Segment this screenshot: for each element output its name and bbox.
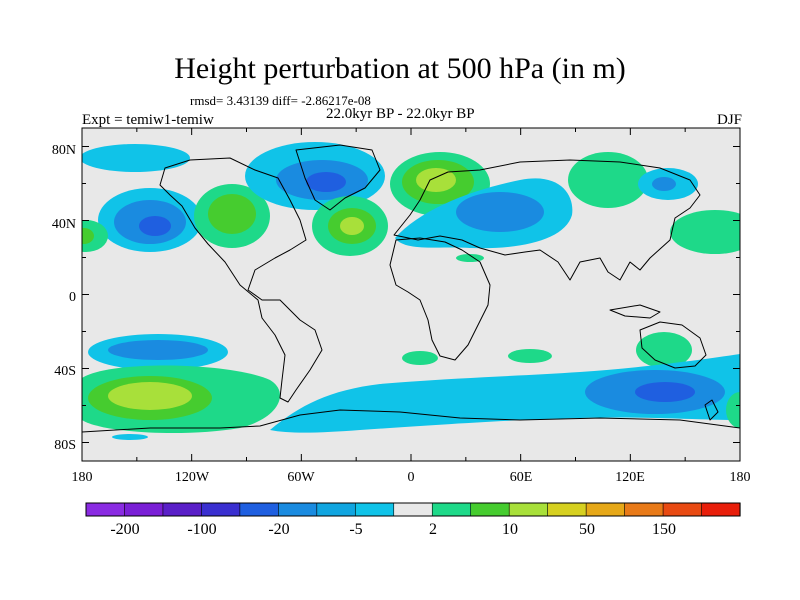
coastline-eurasia	[393, 159, 701, 281]
anomaly-patch-south-atlantic-small	[402, 351, 438, 365]
coastlines	[82, 144, 740, 433]
anomaly-patch-dateline-west-core	[82, 228, 94, 244]
anomaly-patch-east-edge	[726, 392, 740, 428]
axis-ticks	[81, 128, 741, 461]
colorbar-swatch	[431, 502, 472, 517]
anomaly-patch-south-pacific-core	[108, 340, 208, 360]
coastline-new-zealand	[704, 399, 719, 421]
colorbar-swatch	[201, 502, 241, 517]
lon-label-0: 0	[408, 470, 415, 485]
colorbar-label-neg100: -100	[187, 521, 216, 538]
colorbar-swatch	[393, 502, 433, 517]
lon-label-180e: 180	[730, 470, 751, 485]
colorbar-swatch	[701, 502, 741, 517]
coastline-americas	[159, 157, 323, 403]
colorbar-frame	[85, 502, 741, 517]
colorbar-swatch	[470, 502, 510, 517]
colorbar-swatch	[508, 502, 549, 517]
colorbar-swatch	[239, 502, 279, 517]
anomaly-patch-australia	[636, 332, 692, 368]
coastline-australia	[639, 321, 707, 369]
lat-label-80s: 80S	[54, 438, 76, 453]
colorbar-swatch	[316, 502, 356, 517]
colorbar-swatch	[624, 502, 664, 517]
anomaly-patch-ne-pacific-center	[139, 216, 171, 236]
coastline-indonesia	[609, 304, 661, 319]
lon-label-180w: 180	[72, 470, 93, 485]
season-label: DJF	[716, 112, 742, 128]
colorbar	[85, 502, 741, 517]
colorbar-swatch	[585, 502, 626, 517]
stats-line: rmsd= 3.43139 diff= -2.86217e-08	[190, 93, 371, 108]
experiment-label: Expt = temiw1-temiw	[82, 112, 214, 128]
coastline-antarctica	[82, 409, 740, 433]
colorbar-label-10: 10	[502, 521, 518, 538]
anomaly-patch-siberia	[568, 152, 648, 208]
anomaly-patch-dateline-east	[670, 210, 740, 254]
colorbar-label-neg200: -200	[110, 521, 139, 538]
page-title: Height perturbation at 500 hPa (in m)	[174, 52, 626, 85]
lat-label-40s: 40S	[54, 364, 76, 379]
anomaly-patch-southern-ocean-center	[635, 382, 695, 402]
anomaly-patch-dateline-west	[82, 220, 108, 252]
coastline-africa	[389, 237, 491, 361]
anomaly-patch-eurasia-core	[456, 192, 544, 232]
coastline-greenland	[295, 144, 381, 211]
anomaly-patch-north-america-core	[208, 194, 256, 234]
colorbar-swatch	[547, 502, 587, 517]
lat-label-equator: 0	[69, 290, 76, 305]
colorbar-label-neg20: -20	[268, 521, 289, 538]
lat-label-80n: 80N	[52, 143, 76, 158]
anomaly-patch-greenland-center	[306, 172, 346, 192]
lon-label-120w: 120W	[175, 470, 210, 485]
lon-label-60w: 60W	[287, 470, 315, 485]
colorbar-label-50: 50	[579, 521, 595, 538]
lon-label-60e: 60E	[510, 470, 533, 485]
colorbar-swatch	[354, 502, 395, 517]
anomaly-field	[82, 142, 740, 440]
anomaly-patch-southern-ocean-west-core	[108, 382, 192, 410]
anomaly-patch-north-atlantic-core	[340, 217, 364, 235]
colorbar-swatch	[662, 502, 703, 517]
colorbar-swatch	[85, 502, 126, 517]
colorbar-label-2: 2	[429, 521, 437, 538]
anomaly-patch-nw-pacific-core	[652, 177, 676, 191]
colorbar-label-150: 150	[652, 521, 676, 538]
colorbar-swatch	[124, 502, 164, 517]
period-label: 22.0kyr BP - 22.0kyr BP	[326, 106, 475, 122]
colorbar-swatch	[162, 502, 203, 517]
anomaly-patch-antarctic-small	[112, 434, 148, 440]
colorbar-swatch	[278, 502, 318, 517]
anomaly-patch-scandinavia-core	[416, 168, 456, 192]
anomaly-patch-indian-ocean-small	[508, 349, 552, 363]
lat-label-40n: 40N	[52, 217, 76, 232]
lon-label-120e: 120E	[615, 470, 645, 485]
colorbar-label-neg5: -5	[349, 521, 362, 538]
anomaly-patch-arctic-pacific	[82, 144, 190, 172]
